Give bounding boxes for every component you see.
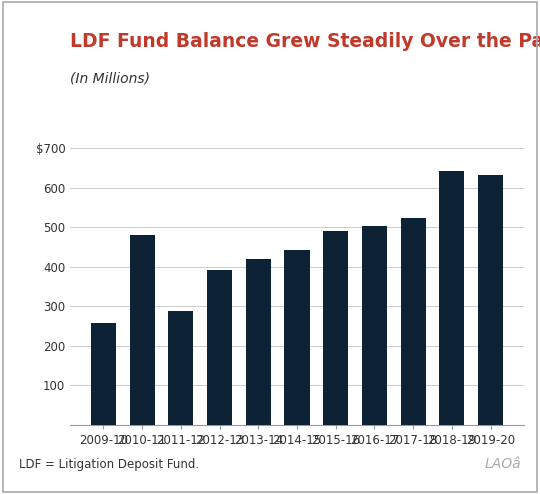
Bar [440, 171, 464, 425]
Bar [91, 323, 116, 425]
Text: (In Millions): (In Millions) [70, 72, 150, 85]
Bar [285, 250, 309, 425]
Text: Figure 4: Figure 4 [15, 8, 79, 22]
Text: LDF Fund Balance Grew Steadily Over the Past Decade: LDF Fund Balance Grew Steadily Over the … [70, 32, 540, 51]
Bar [323, 231, 348, 425]
Bar [362, 226, 387, 425]
Text: LAOâ: LAOâ [484, 457, 521, 471]
Bar [207, 270, 232, 425]
Bar [478, 175, 503, 425]
Bar [168, 311, 193, 425]
Bar [401, 218, 426, 425]
Bar [246, 259, 271, 425]
Text: LDF = Litigation Deposit Fund.: LDF = Litigation Deposit Fund. [19, 458, 199, 471]
Bar [130, 235, 154, 425]
